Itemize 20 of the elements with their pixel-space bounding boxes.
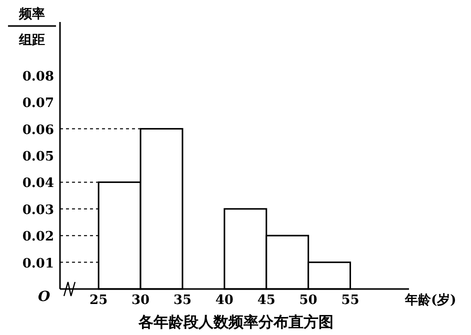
y-tick-label: 0.04 xyxy=(22,176,54,192)
y-tick-label: 0.03 xyxy=(22,202,54,218)
text: 组距 xyxy=(18,33,45,48)
text: 频率 xyxy=(18,6,45,22)
x-tick-label: 45 xyxy=(257,293,276,308)
x-tick-label: 55 xyxy=(341,293,360,308)
x-tick-label: 30 xyxy=(131,293,150,308)
y-tick-label: 0.01 xyxy=(22,256,54,272)
x-tick-label: 50 xyxy=(299,293,318,308)
x-tick-label: 35 xyxy=(173,293,192,308)
y-tick-label: 0.08 xyxy=(22,69,54,84)
x-tick-label: 25 xyxy=(90,293,108,308)
text: O xyxy=(38,289,51,305)
y-tick-label: 0.02 xyxy=(22,230,54,245)
text: 各年龄段人数频率分布直方图 xyxy=(138,313,334,331)
y-tick-label: 0.06 xyxy=(22,122,54,138)
y-tick-label: 0.05 xyxy=(22,150,54,164)
x-tick-label: 40 xyxy=(215,293,234,308)
x-axis-title: 年龄(岁) xyxy=(404,293,456,308)
y-tick-label: 0.07 xyxy=(22,96,54,112)
